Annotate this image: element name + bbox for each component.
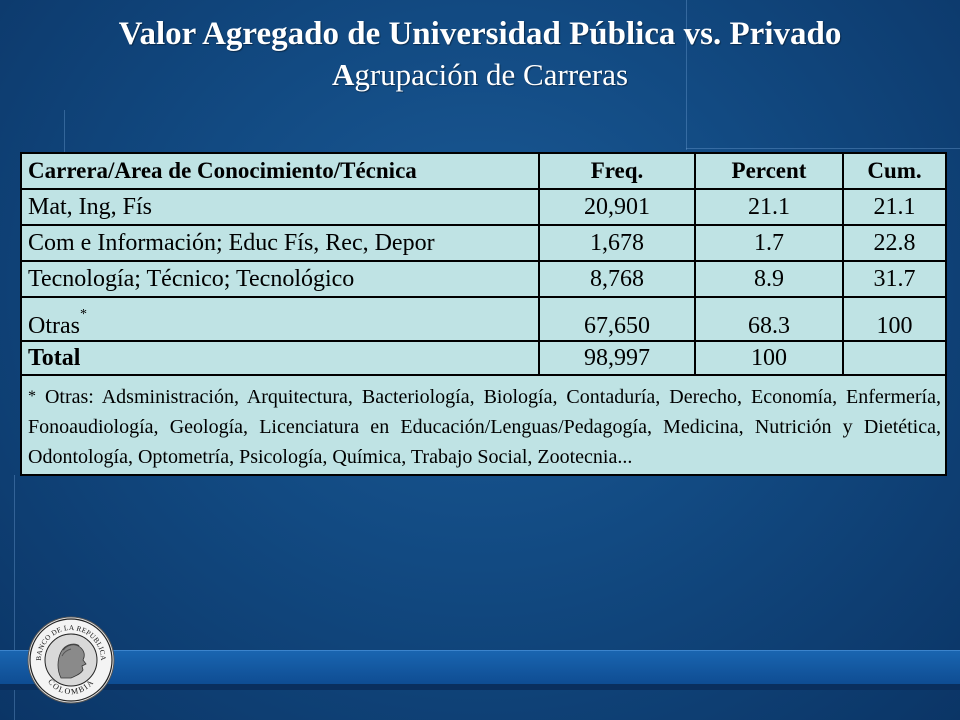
footnote-note-marker: *: [28, 388, 36, 405]
row-cum: 21.1: [842, 188, 947, 226]
row-label: Com e Información; Educ Fís, Rec, Depor: [20, 224, 540, 262]
title-subtitle: Agrupación de Carreras: [0, 56, 960, 94]
row-percent: 68.3: [694, 296, 844, 342]
slide-title: Valor Agregado de Universidad Pública vs…: [0, 14, 960, 94]
row-freq: 8,768: [538, 260, 696, 298]
row-percent: 21.1: [694, 188, 844, 226]
decorative-line: [14, 475, 15, 720]
row-label: Tecnología; Técnico; Tecnológico: [20, 260, 540, 298]
row-freq: 67,650: [538, 296, 696, 342]
footnote-text: Otras: Adsministración, Arquitectura, Ba…: [28, 386, 941, 468]
total-cum: [842, 340, 947, 376]
table-header-row: Carrera/Area de Conocimiento/Técnica Fre…: [20, 152, 947, 190]
table-row: Mat, Ing, Fís 20,901 21.1 21.1: [20, 188, 947, 226]
frequency-table: Carrera/Area de Conocimiento/Técnica Fre…: [20, 152, 947, 476]
decorative-line: [686, 0, 687, 150]
row-percent: 1.7: [694, 224, 844, 262]
total-percent: 100: [694, 340, 844, 376]
row-cum: 31.7: [842, 260, 947, 298]
footer-shadow: [0, 684, 960, 690]
banco-republica-seal-logo: BANCO DE LA REPUBLICA COLOMBIA: [27, 616, 115, 704]
row-freq: 20,901: [538, 188, 696, 226]
row-label-text: Otras: [28, 313, 80, 339]
footnote: * Otras: Adsministración, Arquitectura, …: [20, 374, 947, 476]
table-row: Otras* 67,650 68.3 100: [20, 296, 947, 342]
decorative-line: [64, 110, 65, 152]
total-label: Total: [20, 340, 540, 376]
footnote-row: * Otras: Adsministración, Arquitectura, …: [20, 374, 947, 476]
subtitle-initial: A: [331, 57, 355, 92]
total-row: Total 98,997 100: [20, 340, 947, 376]
table-row: Com e Información; Educ Fís, Rec, Depor …: [20, 224, 947, 262]
title-main: Valor Agregado de Universidad Pública vs…: [118, 16, 842, 52]
row-cum: 22.8: [842, 224, 947, 262]
header-category: Carrera/Area de Conocimiento/Técnica: [20, 152, 540, 190]
row-label: Otras*: [20, 296, 540, 342]
row-cum: 100: [842, 296, 947, 342]
row-percent: 8.9: [694, 260, 844, 298]
header-freq: Freq.: [538, 152, 696, 190]
footer-bar: [0, 650, 960, 685]
table-row: Tecnología; Técnico; Tecnológico 8,768 8…: [20, 260, 947, 298]
header-cum: Cum.: [842, 152, 947, 190]
decorative-line: [686, 148, 960, 149]
row-label: Mat, Ing, Fís: [20, 188, 540, 226]
header-percent: Percent: [694, 152, 844, 190]
total-freq: 98,997: [538, 340, 696, 376]
row-freq: 1,678: [538, 224, 696, 262]
footnote-marker: *: [79, 307, 87, 322]
subtitle-rest: grupación de Carreras: [354, 57, 629, 92]
